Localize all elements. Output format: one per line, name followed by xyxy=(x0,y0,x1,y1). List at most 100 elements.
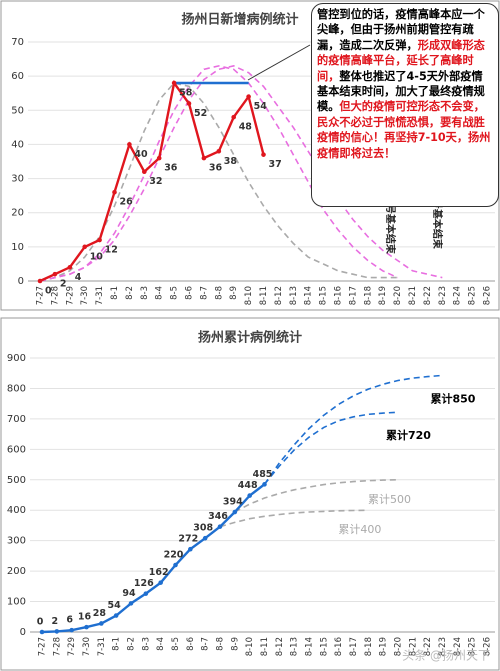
x-tick-label: 8-5 xyxy=(171,637,181,651)
data-label: 162 xyxy=(149,567,169,578)
data-label: 37 xyxy=(269,159,282,170)
data-label: 58 xyxy=(179,87,193,98)
data-label: 94 xyxy=(122,588,136,599)
series-label: 累计850 xyxy=(431,391,476,405)
point xyxy=(246,94,251,99)
point xyxy=(171,80,177,86)
y-tick-label: 60 xyxy=(11,71,24,82)
panel-frame xyxy=(0,0,500,311)
x-tick-label: 7-28 xyxy=(52,637,62,656)
x-tick-label: 8-6 xyxy=(185,286,195,300)
data-label: 10 xyxy=(90,251,104,262)
x-tick-label: 8-13 xyxy=(289,286,299,305)
x-tick-label: 7-31 xyxy=(95,286,105,305)
x-tick-label: 8-15 xyxy=(319,637,329,656)
x-tick-label: 8-7 xyxy=(201,637,211,651)
y-tick-label: 800 xyxy=(7,383,26,394)
series-line xyxy=(263,411,399,485)
point xyxy=(82,244,87,250)
chart-title: 扬州日新增病例统计 xyxy=(181,12,298,28)
x-tick-label: 8-24 xyxy=(453,286,463,305)
x-tick-label: 8-21 xyxy=(408,286,418,305)
point xyxy=(99,621,104,626)
data-label: 0 xyxy=(37,617,44,628)
y-tick-label: 20 xyxy=(11,208,24,219)
y-tick-label: 900 xyxy=(7,353,26,364)
y-tick-label: 600 xyxy=(7,444,26,455)
x-tick-label: 8-9 xyxy=(229,286,239,300)
x-tick-label: 7-30 xyxy=(80,286,90,305)
series-line xyxy=(39,65,398,282)
y-tick-label: 700 xyxy=(7,414,26,425)
data-label: 272 xyxy=(178,534,198,545)
panel-frame xyxy=(0,317,500,671)
annotation-text: 形成双峰形态的疫情高峰平台，延长了高峰时间， xyxy=(317,38,485,83)
x-tick-label: 8-12 xyxy=(275,637,285,656)
y-tick-label: 30 xyxy=(11,174,24,185)
x-tick-label: 8-1 xyxy=(112,637,122,651)
x-tick-label: 8-7 xyxy=(199,286,209,300)
point xyxy=(39,629,45,635)
data-label: 54 xyxy=(254,101,268,112)
data-label: 126 xyxy=(134,578,154,589)
point xyxy=(216,148,222,154)
x-tick-label: 8-19 xyxy=(379,637,389,656)
x-tick-label: 8-23 xyxy=(438,637,448,656)
y-tick-label: 100 xyxy=(7,597,26,608)
point xyxy=(142,169,147,175)
x-tick-label: 7-29 xyxy=(65,286,75,305)
y-tick-label: 400 xyxy=(7,505,26,516)
point xyxy=(156,155,162,161)
point xyxy=(186,101,192,106)
point xyxy=(232,509,238,515)
x-tick-label: 8-4 xyxy=(155,286,165,300)
series-line xyxy=(39,80,265,283)
x-tick-label: 8-26 xyxy=(483,637,493,656)
x-tick-label: 8-22 xyxy=(423,637,433,656)
annotation-box: 管控到位的话，疫情高峰本应一个尖峰，但由于扬州前期管控有疏漏，造成二次反弹，形成… xyxy=(311,3,499,207)
point xyxy=(247,493,252,498)
chart-title: 扬州累计病例统计 xyxy=(198,330,302,346)
data-label: 394 xyxy=(223,497,243,508)
data-label: 52 xyxy=(194,108,207,119)
x-tick-label: 7-29 xyxy=(67,637,77,656)
x-tick-label: 8-16 xyxy=(334,637,344,656)
point xyxy=(37,278,43,284)
point xyxy=(231,114,236,120)
data-label: 12 xyxy=(105,245,118,256)
x-tick-label: 8-14 xyxy=(304,286,314,305)
y-tick-label: 500 xyxy=(7,475,26,486)
data-label: 38 xyxy=(224,156,238,167)
x-tick-label: 8-6 xyxy=(186,637,196,651)
annotation-text: 整体也推迟了4-5天外部疫情基本结束时间，加大了最终疫情规模。 xyxy=(317,69,485,114)
data-label: 308 xyxy=(193,523,213,534)
series-line xyxy=(39,65,443,282)
x-tick-label: 8-18 xyxy=(363,286,373,305)
series-label: 累计720 xyxy=(386,428,431,442)
point xyxy=(202,535,208,541)
annotation-text: 但大的疫情可控形态不会变，民众不必过于惊慌恐惧，要有战胜疫情的信心！再坚持7-1… xyxy=(317,100,491,160)
data-label: 54 xyxy=(108,600,122,611)
x-tick-label: 8-11 xyxy=(259,286,269,305)
y-tick-label: 0 xyxy=(20,627,26,638)
annotation-text: 管控到位的话，疫情高峰本应一个尖峰，但由于扬州前期管控有疏漏，造成二次反弹， xyxy=(317,8,485,52)
x-tick-label: 8-25 xyxy=(468,637,478,656)
data-label: 48 xyxy=(239,122,253,133)
data-label: 2 xyxy=(52,616,59,627)
callout xyxy=(247,44,311,81)
x-tick-label: 8-19 xyxy=(378,286,388,305)
x-tick-label: 8-16 xyxy=(334,286,344,305)
x-tick-label: 7-27 xyxy=(38,637,48,656)
x-tick-label: 7-28 xyxy=(50,286,60,305)
point xyxy=(128,601,134,606)
point xyxy=(84,624,89,630)
point xyxy=(127,142,132,147)
point xyxy=(173,562,178,568)
point xyxy=(158,580,163,585)
x-tick-label: 8-10 xyxy=(245,637,255,656)
y-tick-label: 200 xyxy=(7,566,26,577)
watermark: 头条 @扬州天下 xyxy=(402,648,490,663)
series-line xyxy=(219,509,369,528)
x-tick-label: 8-10 xyxy=(244,286,254,305)
